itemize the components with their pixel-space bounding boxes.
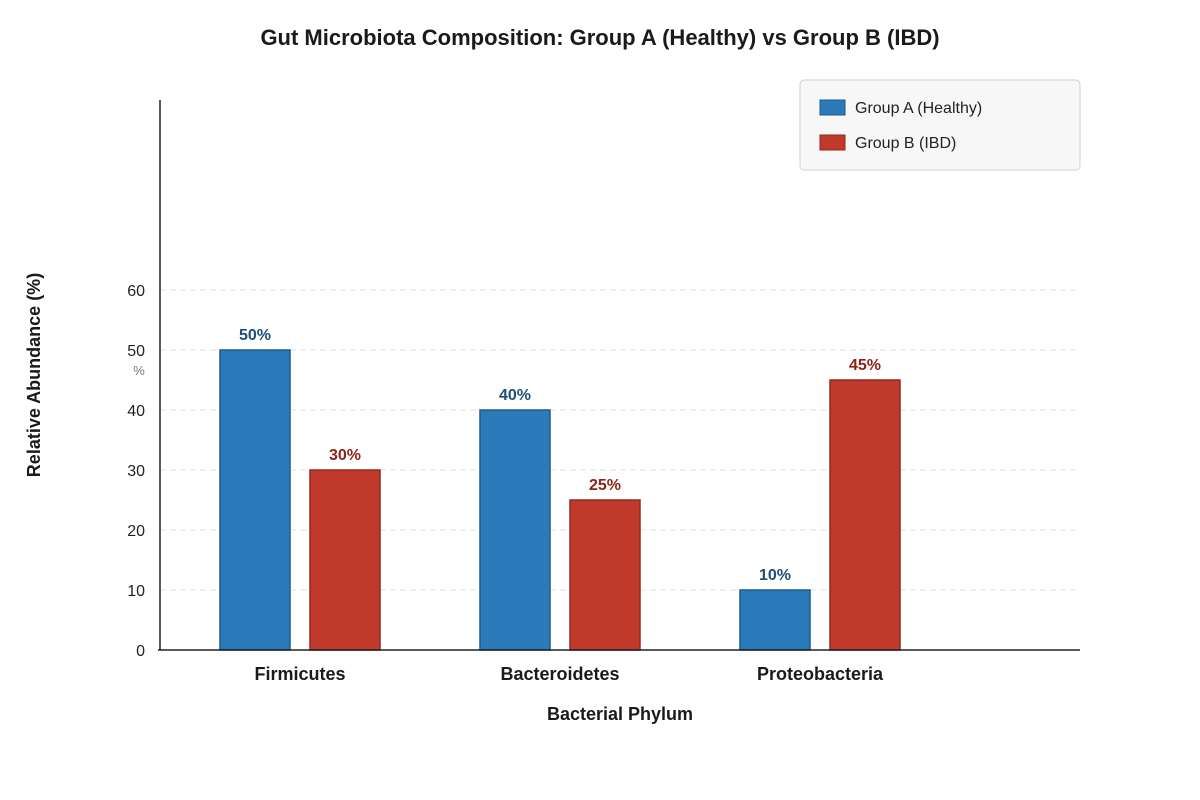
data-label: 30%: [329, 447, 361, 464]
chart-title: Gut Microbiota Composition: Group A (Hea…: [260, 25, 939, 50]
y-tick-label: 30: [127, 463, 145, 480]
data-label: 50%: [239, 327, 271, 344]
bar: [739, 589, 811, 651]
x-axis-ticks: Firmicutes Bacteroidetes Proteobacteria: [254, 664, 884, 684]
bar: [479, 409, 551, 651]
legend-label: Group A (Healthy): [855, 100, 982, 117]
legend: Group A (Healthy) Group B (IBD): [799, 79, 1081, 171]
data-labels: 50% 30% 40% 25% 10% 45%: [239, 327, 881, 584]
y-axis-title: Relative Abundance (%): [24, 273, 44, 477]
y-unit-label: %: [133, 363, 145, 378]
y-axis-ticks: 0 10 20 30 40 50 60: [127, 283, 145, 660]
y-tick-label: 0: [136, 643, 145, 660]
bar: [309, 469, 381, 651]
y-tick-label: 10: [127, 583, 145, 600]
y-tick-label: 50: [127, 343, 145, 360]
data-label: 40%: [499, 387, 531, 404]
x-axis-title: Bacterial Phylum: [547, 704, 693, 724]
y-tick-label: 20: [127, 523, 145, 540]
bar: [569, 499, 641, 651]
data-label: 25%: [589, 477, 621, 494]
legend-label: Group B (IBD): [855, 135, 956, 152]
bars: [219, 349, 901, 651]
y-tick-label: 60: [127, 283, 145, 300]
x-tick-label: Proteobacteria: [757, 664, 884, 684]
legend-items: Group A (Healthy) Group B (IBD): [819, 99, 982, 152]
bar: [829, 379, 901, 651]
y-tick-label: 40: [127, 403, 145, 420]
x-tick-label: Firmicutes: [254, 664, 345, 684]
bar: [219, 349, 291, 651]
legend-box: [799, 79, 1081, 171]
x-tick-label: Bacteroidetes: [500, 664, 619, 684]
data-label: 45%: [849, 357, 881, 374]
legend-swatch: [819, 99, 846, 116]
legend-swatch: [819, 134, 846, 151]
data-label: 10%: [759, 567, 791, 584]
